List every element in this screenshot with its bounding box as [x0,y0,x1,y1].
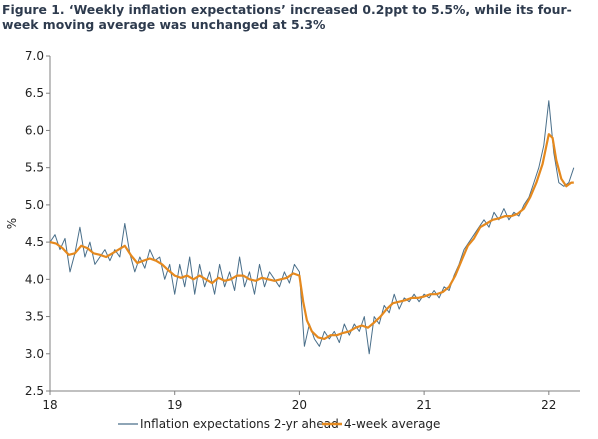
y-axis-label: % [5,218,19,229]
y-tick-label: 5.5 [25,161,44,175]
x-tick-label: 18 [42,398,57,412]
y-tick-label: 5.0 [25,198,44,212]
y-tick-label: 3.5 [25,310,44,324]
y-tick-label: 6.0 [25,123,44,137]
y-tick-label: 4.0 [25,272,44,286]
y-tick-label: 6.5 [25,86,44,100]
x-axis: 18 19 20 21 22 [42,390,580,412]
x-tick-label: 19 [167,398,182,412]
y-tick-label: 2.5 [25,384,44,398]
x-tick-label: 20 [292,398,307,412]
series-line-inflation-expectations [49,100,575,355]
legend: Inflation expectations 2-yr ahead 4-week … [118,417,440,431]
y-axis: 2.5 3.0 3.5 4.0 4.5 5.0 5.5 6.0 6.5 7.0 [25,49,51,398]
x-tick-label: 21 [416,398,431,412]
y-tick-label: 4.5 [25,235,44,249]
legend-label: 4-week average [344,417,440,431]
y-tick-label: 3.0 [25,347,44,361]
series-line-4-week-average [49,133,574,340]
y-tick-label: 7.0 [25,49,44,63]
x-tick-label: 22 [541,398,556,412]
chart-title: Figure 1. ‘Weekly inflation expectations… [2,2,572,32]
series-group [49,100,575,355]
legend-label: Inflation expectations 2-yr ahead [140,417,339,431]
